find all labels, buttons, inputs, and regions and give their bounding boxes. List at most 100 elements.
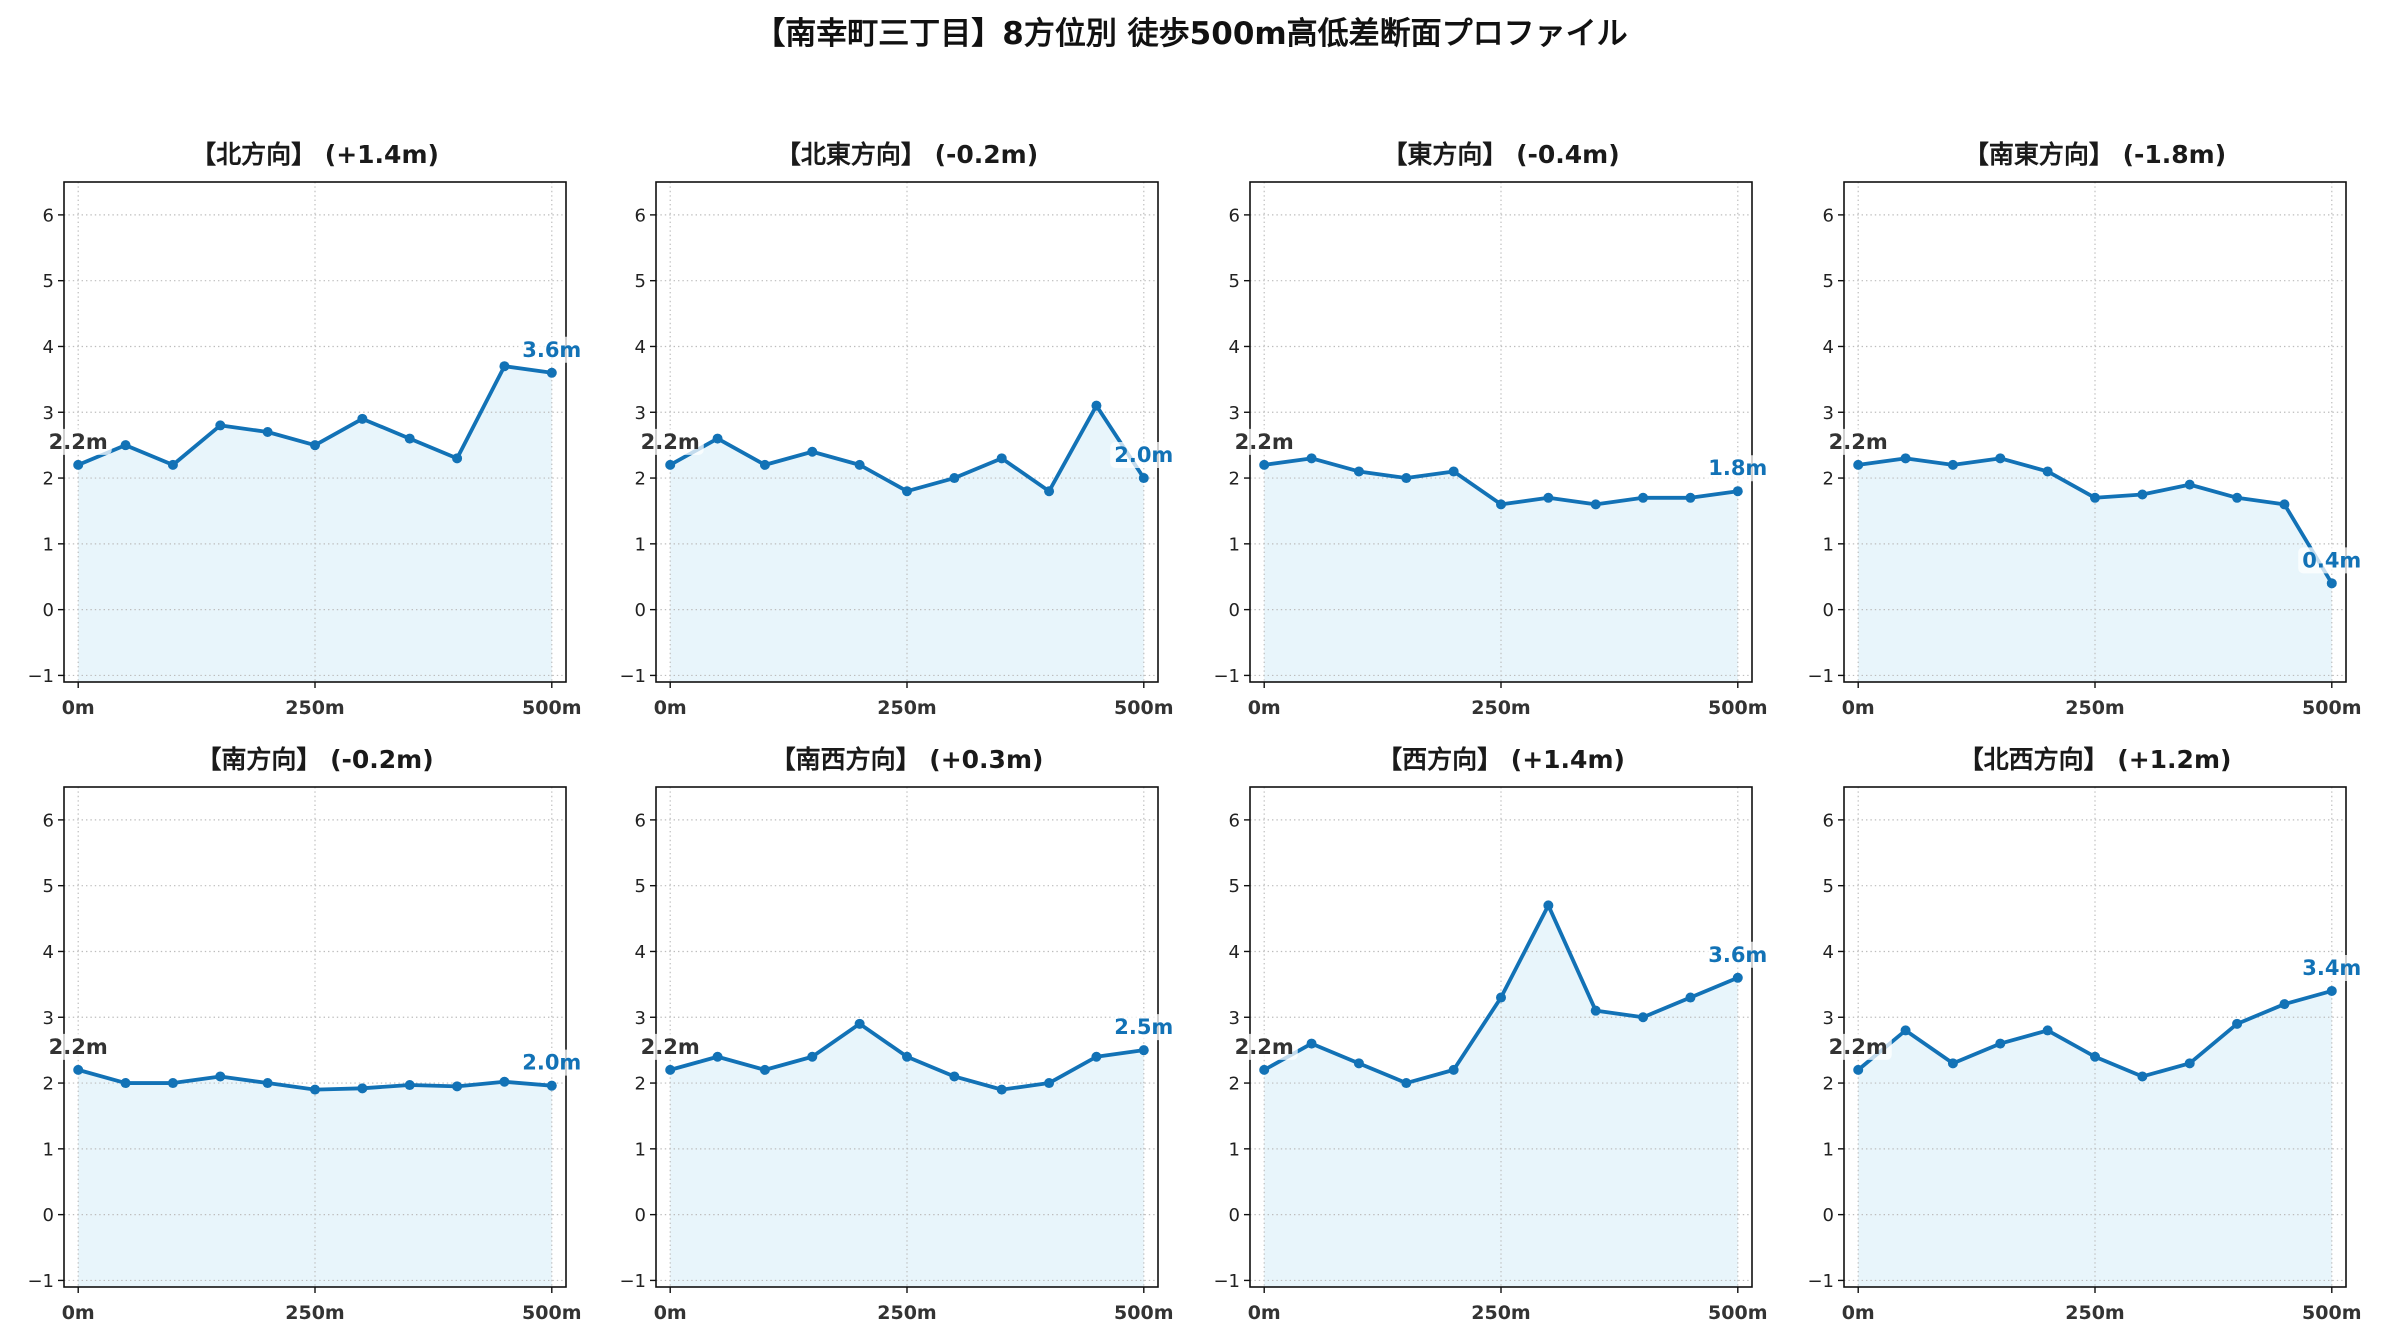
start-label: 2.2m [49, 430, 108, 454]
x-tick-label: 0m [654, 697, 687, 719]
data-point [1401, 473, 1412, 484]
y-tick-label: 3 [635, 403, 646, 424]
y-tick-label: 4 [43, 337, 54, 358]
y-tick-label: 1 [635, 534, 646, 555]
x-tick-label: 500m [2302, 697, 2361, 719]
y-tick-label: 1 [1823, 1139, 1834, 1160]
y-tick-label: 3 [1823, 403, 1834, 424]
y-tick-label: 4 [635, 942, 646, 963]
y-tick-label: 0 [1229, 1205, 1240, 1226]
data-point [1638, 492, 1649, 503]
figure-title: 【南幸町三丁目】8方位別 徒歩500m高低差断面プロファイル [754, 16, 1627, 52]
x-tick-label: 250m [285, 697, 344, 719]
data-point [996, 1084, 1007, 1095]
y-tick-label: 2 [43, 1074, 54, 1095]
end-label-background [1110, 1014, 1178, 1041]
x-tick-label: 500m [522, 697, 581, 719]
x-tick-label: 250m [2065, 697, 2124, 719]
y-tick-label: 2 [635, 1074, 646, 1095]
x-tick-label: 0m [654, 1302, 687, 1324]
start-label: 2.2m [1235, 1035, 1294, 1059]
data-point [1685, 992, 1696, 1003]
data-point [262, 427, 273, 437]
start-label-background [636, 428, 704, 455]
y-tick-label: 0 [43, 1205, 54, 1226]
data-point [546, 367, 557, 378]
y-tick-label: −1 [27, 666, 54, 687]
data-point [2137, 489, 2148, 500]
subplot-title: 【西方向】 (+1.4m) [1377, 745, 1625, 774]
data-point [1590, 1005, 1601, 1016]
data-point [1306, 1038, 1317, 1049]
start-label: 2.2m [1235, 430, 1294, 454]
area-fill [670, 1023, 1144, 1287]
data-point [499, 361, 510, 372]
area-fill [1858, 990, 2332, 1287]
end-label-background [1704, 455, 1772, 482]
start-label-background [1230, 1033, 1298, 1060]
data-point [2184, 479, 2195, 490]
start-label: 2.2m [49, 1035, 108, 1059]
y-tick-label: 1 [1229, 1139, 1240, 1160]
data-point [854, 459, 865, 470]
subplot-south: 【南方向】 (-0.2m) 0m 250m 500m −1 0 1 2 3 4 5 6 2.2m 2.0m [27, 745, 586, 1324]
subplot-title: 【北西方向】 (+1.2m) [1959, 745, 2232, 774]
data-point [1995, 1038, 2006, 1049]
data-point [1543, 900, 1554, 911]
data-point [167, 459, 178, 470]
y-tick-label: 4 [1229, 337, 1240, 358]
y-tick-label: 5 [635, 876, 646, 897]
data-point [1044, 1078, 1055, 1089]
end-label: 0.4m [2302, 548, 2361, 572]
start-label: 2.2m [641, 1035, 700, 1059]
y-tick-label: 0 [1229, 600, 1240, 621]
data-point [1044, 486, 1055, 497]
start-label-background [636, 1033, 704, 1060]
subplot-northeast: 【北東方向】 (-0.2m) 0m 250m 500m −1 0 1 2 3 4 5 6 2.2m 2.0… [619, 140, 1178, 719]
x-tick-label: 250m [2065, 1302, 2124, 1324]
subplot-title: 【北東方向】 (-0.2m) [776, 140, 1038, 169]
end-label-background [2298, 547, 2366, 574]
y-tick-label: −1 [619, 666, 646, 687]
y-tick-label: 4 [1823, 337, 1834, 358]
y-tick-label: 5 [1823, 876, 1834, 897]
y-tick-label: 5 [43, 876, 54, 897]
y-tick-label: −1 [619, 1271, 646, 1292]
y-tick-label: 6 [1229, 205, 1240, 226]
data-point [215, 1071, 226, 1082]
y-tick-label: 2 [43, 469, 54, 490]
x-tick-label: 500m [522, 1302, 581, 1324]
y-tick-label: 3 [1229, 403, 1240, 424]
y-tick-label: −1 [27, 1271, 54, 1292]
y-tick-label: −1 [1213, 666, 1240, 687]
data-point [1947, 459, 1958, 470]
data-point [73, 1064, 84, 1075]
data-point [1448, 1064, 1459, 1075]
y-tick-label: 1 [1823, 534, 1834, 555]
x-tick-label: 0m [62, 697, 95, 719]
y-tick-label: 3 [43, 403, 54, 424]
subplot-southwest: 【南西方向】 (+0.3m) 0m 250m 500m −1 0 1 2 3 4 5 6 2.2m 2.5… [619, 745, 1178, 1324]
data-point [452, 453, 463, 464]
start-label-background [1824, 428, 1892, 455]
end-label: 3.4m [2302, 956, 2361, 980]
end-label-background [1110, 442, 1178, 469]
data-point [2042, 1025, 2053, 1036]
subplot-west: 【西方向】 (+1.4m) 0m 250m 500m −1 0 1 2 3 4 5 6 2.2m 3.6m [1213, 745, 1772, 1324]
y-tick-label: 6 [43, 810, 54, 831]
data-point [2042, 466, 2053, 477]
x-tick-label: 250m [877, 697, 936, 719]
x-tick-label: 0m [1248, 1302, 1281, 1324]
end-label: 1.8m [1708, 456, 1767, 480]
x-tick-label: 250m [285, 1302, 344, 1324]
data-point [2326, 578, 2337, 589]
data-point [452, 1081, 463, 1092]
data-point [1091, 400, 1102, 411]
data-point [2279, 499, 2290, 510]
data-point [807, 1051, 818, 1062]
y-tick-label: 0 [43, 600, 54, 621]
subplot-north: 【北方向】 (+1.4m) 0m 250m 500m −1 0 1 2 3 4 5 6 2.2m 3.6m [27, 140, 586, 719]
data-point [807, 446, 818, 457]
data-point [2279, 999, 2290, 1010]
start-label: 2.2m [641, 430, 700, 454]
